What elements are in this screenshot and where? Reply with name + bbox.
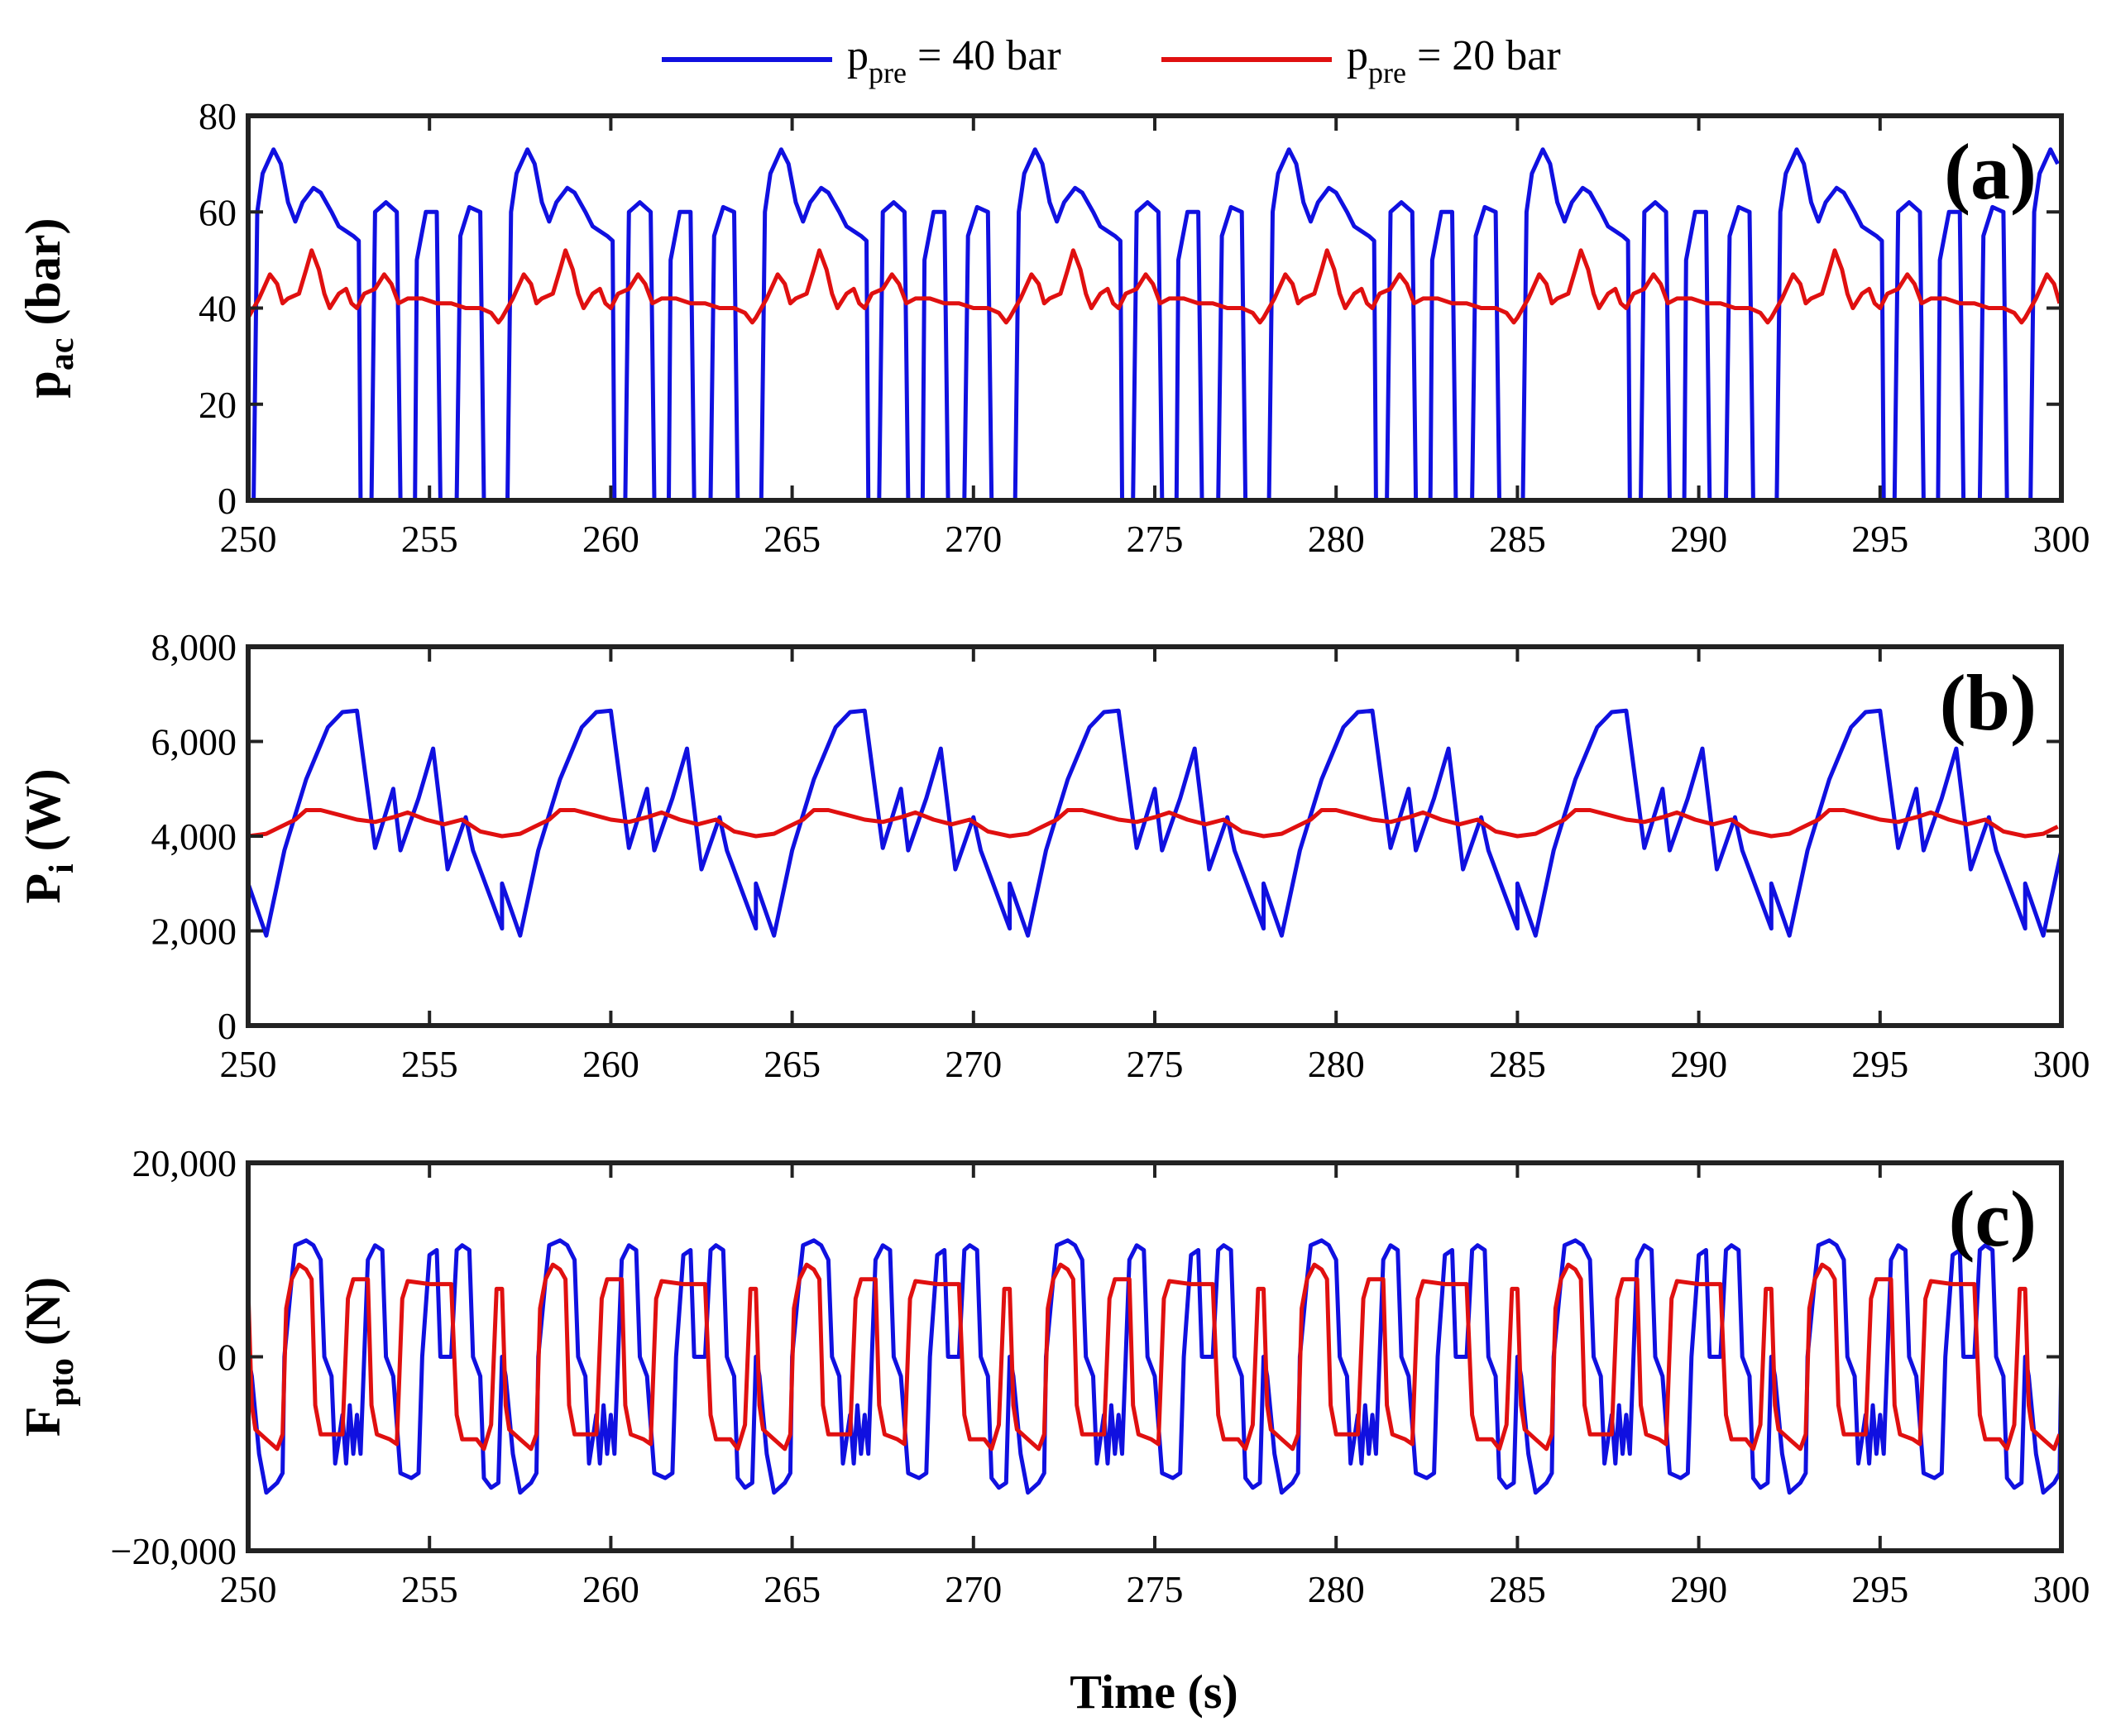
y-tick-label-c: 0 — [218, 1337, 237, 1379]
panel-a: 250 255 260 265 270 275 280 285 290 295 300 0 20 40 60… — [16, 95, 2090, 560]
series-line-b-40bar — [248, 708, 2061, 938]
x-tick-label-b: 290 — [1670, 1043, 1727, 1085]
x-tick-label-c: 260 — [582, 1568, 639, 1610]
y-tick-label-a: 60 — [199, 191, 237, 233]
x-tick-label-c: 300 — [2033, 1568, 2090, 1610]
x-tick-label-a: 260 — [582, 518, 639, 560]
x-tick-label-c: 280 — [1308, 1568, 1365, 1610]
y-tick-label-a: 40 — [199, 288, 237, 330]
x-tick-label-a: 285 — [1489, 518, 1546, 560]
y-tick-label-c: 20,000 — [132, 1142, 237, 1184]
x-tick-label-b: 255 — [401, 1043, 458, 1085]
y-tick-label-b: 8,000 — [151, 626, 237, 668]
legend-label-40bar: ppre = 40 bar — [847, 32, 1061, 89]
x-tick-label-b: 275 — [1127, 1043, 1184, 1085]
x-tick-label-c: 290 — [1670, 1568, 1727, 1610]
series-line-a-40bar — [248, 147, 2060, 500]
x-tick-label-c: 285 — [1489, 1568, 1546, 1610]
x-tick-label-c: 255 — [401, 1568, 458, 1610]
x-tick-label-a: 275 — [1127, 518, 1184, 560]
x-tick-label-b: 285 — [1489, 1043, 1546, 1085]
x-tick-label-c: 250 — [220, 1568, 277, 1610]
panel-tag-a: (a) — [1944, 127, 2037, 216]
legend-label-20bar: ppre = 20 bar — [1347, 32, 1561, 89]
x-tick-label-b: 300 — [2033, 1043, 2090, 1085]
x-tick-label-c: 265 — [764, 1568, 821, 1610]
y-tick-label-b: 6,000 — [151, 721, 237, 763]
x-tick-label-c: 270 — [945, 1568, 1002, 1610]
legend: ppre = 40 bar ppre = 20 bar — [662, 32, 1561, 89]
x-tick-label-a: 270 — [945, 518, 1002, 560]
x-tick-label-b: 250 — [220, 1043, 277, 1085]
panel-c: 250 255 260 265 270 275 280 285 290 295 300 −20,000… — [16, 1142, 2090, 1610]
x-tick-label-a: 295 — [1851, 518, 1908, 560]
y-tick-label-a: 0 — [218, 480, 237, 522]
x-tick-label-a: 255 — [401, 518, 458, 560]
y-axis-label-a: pac (bar) — [16, 218, 81, 399]
x-tick-label-b: 260 — [582, 1043, 639, 1085]
axes-frame-a — [246, 113, 2064, 503]
series-line-c-20bar — [248, 1262, 2061, 1451]
x-tick-label-a: 280 — [1308, 518, 1365, 560]
y-tick-label-a: 20 — [199, 384, 237, 426]
panel-tag-c: (c) — [1948, 1174, 2037, 1263]
y-axis-label-c: Fpto (N) — [16, 1277, 81, 1437]
panel-tag-b: (b) — [1940, 658, 2037, 747]
series-line-b-20bar — [248, 808, 2059, 839]
y-tick-label-a: 80 — [199, 95, 237, 137]
x-tick-label-c: 275 — [1127, 1568, 1184, 1610]
y-tick-label-b: 2,000 — [151, 911, 237, 953]
x-tick-label-c: 295 — [1851, 1568, 1908, 1610]
y-axis-label-b: Pi (W) — [16, 768, 81, 903]
x-tick-label-b: 295 — [1851, 1043, 1908, 1085]
x-tick-label-b: 280 — [1308, 1043, 1365, 1085]
x-tick-label-b: 265 — [764, 1043, 821, 1085]
x-axis-label: Time (s) — [1070, 1665, 1238, 1719]
x-tick-label-a: 290 — [1670, 518, 1727, 560]
x-tick-label-b: 270 — [945, 1043, 1002, 1085]
panel-b: 250 255 260 265 270 275 280 285 290 295 300 0 2,000 4… — [16, 626, 2090, 1085]
y-tick-label-b: 4,000 — [151, 815, 237, 858]
y-tick-label-c: −20,000 — [111, 1530, 237, 1572]
x-tick-label-a: 300 — [2033, 518, 2090, 560]
y-tick-label-b: 0 — [218, 1005, 237, 1047]
axes-frame-b — [246, 644, 2064, 1028]
series-line-a-20bar — [248, 248, 2061, 325]
series-line-c-40bar — [248, 1238, 2061, 1495]
x-tick-label-a: 250 — [220, 518, 277, 560]
x-tick-label-a: 265 — [764, 518, 821, 560]
